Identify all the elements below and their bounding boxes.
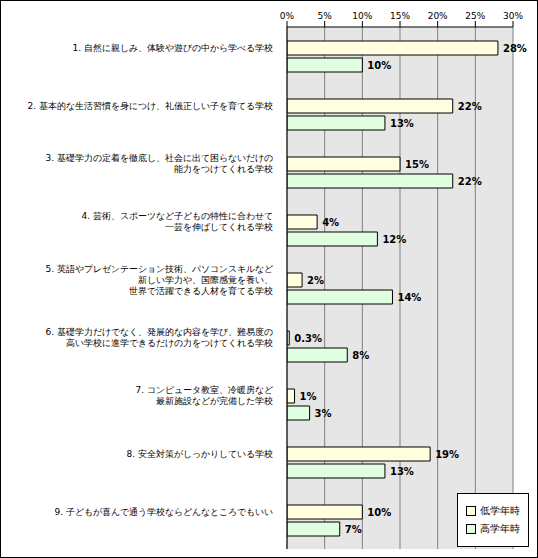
svg-text:30%: 30%	[503, 11, 523, 21]
svg-text:14%: 14%	[397, 292, 421, 303]
svg-text:2%: 2%	[307, 275, 324, 286]
svg-text:1. 自然に親しみ、体験や遊びの中から学べる学校: 1. 自然に親しみ、体験や遊びの中から学べる学校	[73, 43, 273, 53]
svg-text:22%: 22%	[458, 176, 482, 187]
svg-text:8. 安全対策がしっかりしている学校: 8. 安全対策がしっかりしている学校	[127, 449, 273, 459]
svg-text:7. コンピュータ教室、冷暖房など最新施設などが完備した学校: 7. コンピュータ教室、冷暖房など最新施設などが完備した学校	[136, 385, 273, 406]
svg-text:6. 基礎学力だけでなく、発展的な内容を学び、難易度の高い学: 6. 基礎学力だけでなく、発展的な内容を学び、難易度の高い学校に進学できるだけの…	[46, 327, 273, 348]
svg-text:0%: 0%	[280, 11, 295, 21]
svg-text:4. 芸術、スポーツなど子どもの特性に合わせて一芸を伸ばして: 4. 芸術、スポーツなど子どもの特性に合わせて一芸を伸ばしてくれる学校	[82, 211, 273, 232]
svg-text:15%: 15%	[405, 159, 429, 170]
svg-text:15%: 15%	[390, 11, 410, 21]
svg-text:3. 基礎学力の定着を徹底し、社会に出て困らないだけの能力を: 3. 基礎学力の定着を徹底し、社会に出て困らないだけの能力をつけてくれる学校	[46, 153, 273, 174]
svg-text:10%: 10%	[367, 507, 391, 518]
svg-text:2. 基本的な生活習慣を身につけ、礼儀正しい子を育てる学校: 2. 基本的な生活習慣を身につけ、礼儀正しい子を育てる学校	[28, 101, 273, 111]
svg-text:1%: 1%	[300, 391, 317, 402]
svg-text:22%: 22%	[458, 101, 482, 112]
svg-text:19%: 19%	[435, 449, 459, 460]
svg-text:13%: 13%	[390, 466, 414, 477]
svg-text:10%: 10%	[367, 60, 391, 71]
svg-text:5%: 5%	[318, 11, 333, 21]
html-text:低学年時: 低学年時	[480, 505, 520, 516]
svg-text:4%: 4%	[322, 217, 339, 228]
svg-text:20%: 20%	[428, 11, 448, 21]
html-text:高学年時: 高学年時	[480, 523, 520, 534]
svg-text:7%: 7%	[345, 524, 362, 535]
svg-text:10%: 10%	[352, 11, 372, 21]
svg-text:9. 子どもが喜んで通う学校ならどんなところでもいい: 9. 子どもが喜んで通う学校ならどんなところでもいい	[55, 507, 273, 517]
svg-text:12%: 12%	[382, 234, 406, 245]
svg-text:8%: 8%	[352, 350, 369, 361]
svg-text:25%: 25%	[465, 11, 485, 21]
svg-text:28%: 28%	[503, 43, 527, 54]
svg-text:3%: 3%	[315, 408, 332, 419]
svg-text:0.3%: 0.3%	[294, 333, 322, 344]
svg-text:13%: 13%	[390, 118, 414, 129]
svg-text:5. 英語やプレゼンテーション技術、パソコンスキルなど新しい: 5. 英語やプレゼンテーション技術、パソコンスキルなど新しい学力や、国際感覚を養…	[46, 264, 273, 296]
